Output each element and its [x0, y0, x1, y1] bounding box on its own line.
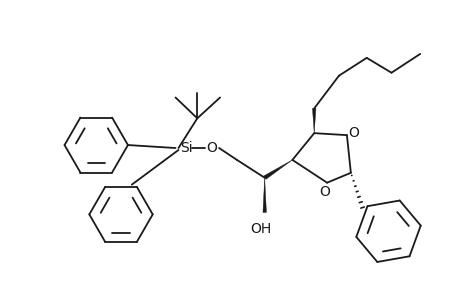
Polygon shape — [263, 160, 292, 179]
Text: O: O — [206, 141, 217, 155]
Text: O: O — [319, 184, 330, 199]
Polygon shape — [312, 108, 315, 133]
Text: Si: Si — [180, 141, 193, 155]
Polygon shape — [263, 178, 266, 212]
Text: OH: OH — [250, 222, 271, 236]
Text: O: O — [347, 126, 358, 140]
